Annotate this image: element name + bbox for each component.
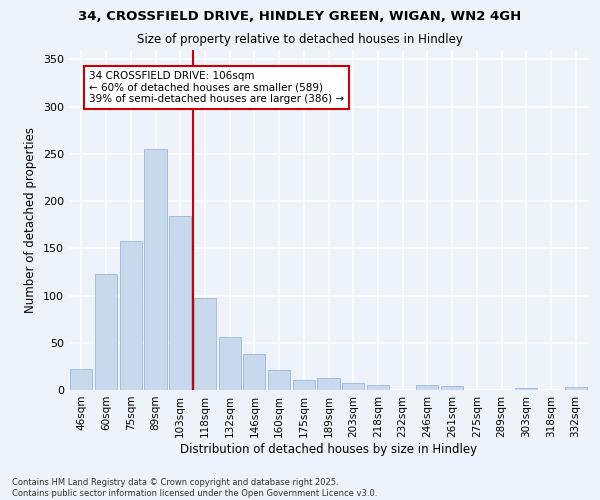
Bar: [317, 378, 340, 390]
Bar: [119, 241, 142, 390]
Bar: [441, 386, 463, 390]
Bar: [243, 354, 265, 390]
Bar: [194, 298, 216, 390]
Bar: [565, 387, 587, 390]
Text: 34 CROSSFIELD DRIVE: 106sqm
← 60% of detached houses are smaller (589)
39% of se: 34 CROSSFIELD DRIVE: 106sqm ← 60% of det…: [89, 71, 344, 104]
Bar: [416, 386, 439, 390]
Text: 34, CROSSFIELD DRIVE, HINDLEY GREEN, WIGAN, WN2 4GH: 34, CROSSFIELD DRIVE, HINDLEY GREEN, WIG…: [79, 10, 521, 23]
X-axis label: Distribution of detached houses by size in Hindley: Distribution of detached houses by size …: [180, 442, 477, 456]
Bar: [218, 337, 241, 390]
Bar: [169, 216, 191, 390]
Text: Contains HM Land Registry data © Crown copyright and database right 2025.
Contai: Contains HM Land Registry data © Crown c…: [12, 478, 377, 498]
Bar: [515, 388, 538, 390]
Bar: [95, 274, 117, 390]
Y-axis label: Number of detached properties: Number of detached properties: [25, 127, 37, 313]
Bar: [70, 369, 92, 390]
Bar: [268, 370, 290, 390]
Bar: [367, 386, 389, 390]
Bar: [293, 380, 315, 390]
Bar: [145, 149, 167, 390]
Bar: [342, 384, 364, 390]
Text: Size of property relative to detached houses in Hindley: Size of property relative to detached ho…: [137, 32, 463, 46]
